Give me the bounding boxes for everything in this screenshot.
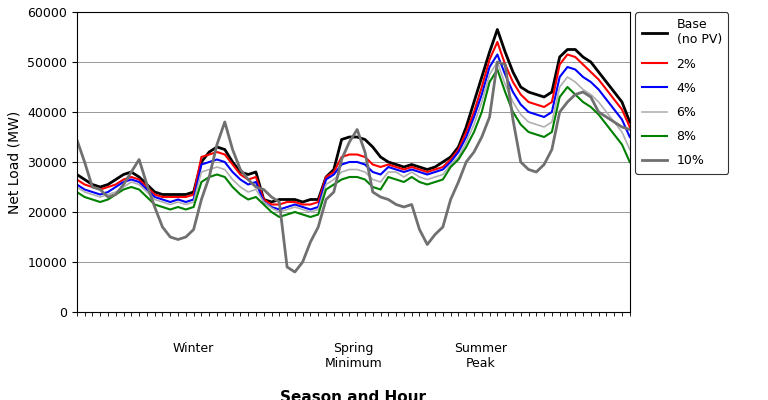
Text: Spring
Minimum: Spring Minimum	[324, 342, 382, 370]
10%	[493, 60, 502, 64]
Line: 4%: 4%	[77, 54, 630, 210]
8%	[392, 177, 401, 182]
2%	[493, 40, 502, 44]
Base
(no PV)	[392, 162, 401, 167]
8%	[72, 190, 81, 194]
Base
(no PV)	[150, 190, 159, 194]
Line: 2%: 2%	[77, 42, 630, 204]
2%	[430, 167, 439, 172]
Line: 10%: 10%	[77, 62, 630, 272]
Line: 6%: 6%	[77, 62, 630, 212]
6%	[275, 210, 284, 214]
Base
(no PV)	[267, 200, 276, 204]
10%	[625, 127, 634, 132]
6%	[259, 200, 268, 204]
8%	[594, 112, 603, 117]
2%	[392, 165, 401, 170]
Legend: Base
(no PV), 2%, 4%, 6%, 8%, 10%: Base (no PV), 2%, 4%, 6%, 8%, 10%	[635, 12, 728, 174]
4%	[150, 194, 159, 199]
Base
(no PV)	[594, 70, 603, 74]
4%	[594, 87, 603, 92]
10%	[259, 187, 268, 192]
8%	[625, 160, 634, 164]
4%	[392, 167, 401, 172]
4%	[454, 150, 463, 154]
8%	[493, 67, 502, 72]
2%	[454, 147, 463, 152]
6%	[454, 154, 463, 159]
Text: Winter: Winter	[172, 342, 214, 355]
2%	[150, 192, 159, 197]
Base
(no PV)	[430, 165, 439, 170]
8%	[454, 157, 463, 162]
Base
(no PV)	[625, 120, 634, 124]
6%	[72, 185, 81, 190]
6%	[594, 100, 603, 104]
4%	[72, 182, 81, 187]
Line: 8%: 8%	[77, 70, 630, 217]
6%	[493, 60, 502, 64]
6%	[392, 170, 401, 174]
Y-axis label: Net Load (MW): Net Load (MW)	[8, 110, 22, 214]
Base
(no PV)	[454, 144, 463, 149]
Text: Season and Hour: Season and Hour	[280, 390, 426, 400]
8%	[430, 180, 439, 184]
4%	[275, 207, 284, 212]
Base
(no PV)	[259, 197, 268, 202]
2%	[267, 202, 276, 207]
4%	[493, 52, 502, 57]
Base
(no PV)	[72, 172, 81, 177]
6%	[430, 174, 439, 179]
10%	[430, 232, 439, 237]
4%	[430, 170, 439, 174]
6%	[150, 197, 159, 202]
2%	[72, 177, 81, 182]
Text: Summer
Peak: Summer Peak	[454, 342, 507, 370]
8%	[275, 214, 284, 219]
10%	[392, 202, 401, 207]
10%	[454, 180, 463, 184]
2%	[259, 197, 268, 202]
8%	[259, 202, 268, 207]
10%	[594, 110, 603, 114]
Base
(no PV)	[493, 27, 502, 32]
10%	[72, 137, 81, 142]
10%	[290, 270, 300, 274]
2%	[625, 125, 634, 130]
4%	[625, 134, 634, 140]
Line: Base
(no PV): Base (no PV)	[77, 30, 630, 202]
8%	[150, 202, 159, 207]
6%	[625, 147, 634, 152]
4%	[259, 200, 268, 204]
10%	[150, 205, 159, 210]
2%	[594, 77, 603, 82]
